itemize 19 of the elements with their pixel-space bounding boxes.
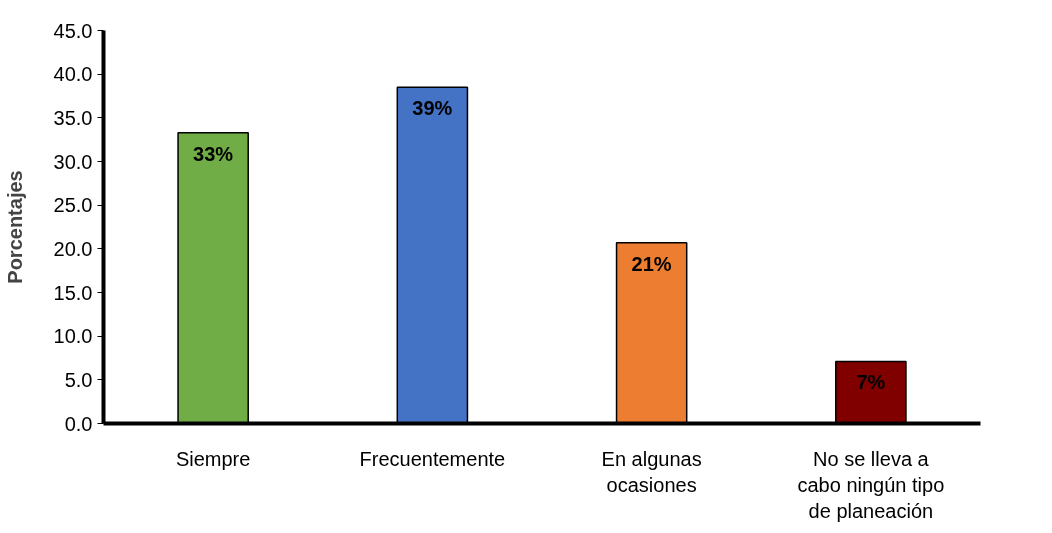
y-tick-label: 5.0	[64, 368, 93, 391]
y-tick-label: 35.0	[53, 106, 93, 129]
data-label: 33%	[193, 142, 234, 165]
y-tick-label: 45.0	[53, 19, 93, 42]
data-label: 39%	[412, 97, 453, 120]
y-tick-label: 10.0	[53, 325, 93, 348]
x-tick-label: Frecuentemente	[359, 447, 506, 470]
y-tick-label: 30.0	[53, 150, 93, 173]
y-tick-label: 40.0	[53, 63, 93, 86]
y-tick-label: 20.0	[53, 237, 93, 260]
x-tick-label: Siempre	[175, 447, 251, 470]
x-tick-label: En algunas ocasiones	[601, 447, 702, 496]
data-label: 21%	[631, 252, 672, 275]
y-tick-label: 0.0	[64, 412, 93, 435]
y-tick-label: 25.0	[53, 194, 93, 217]
y-axis-title: Porcentajes	[3, 170, 26, 284]
x-tick-label: No se lleva a cabo ningún tipo de planeación	[797, 447, 945, 523]
y-tick-label: 15.0	[53, 281, 93, 304]
data-label: 7%	[856, 371, 886, 394]
